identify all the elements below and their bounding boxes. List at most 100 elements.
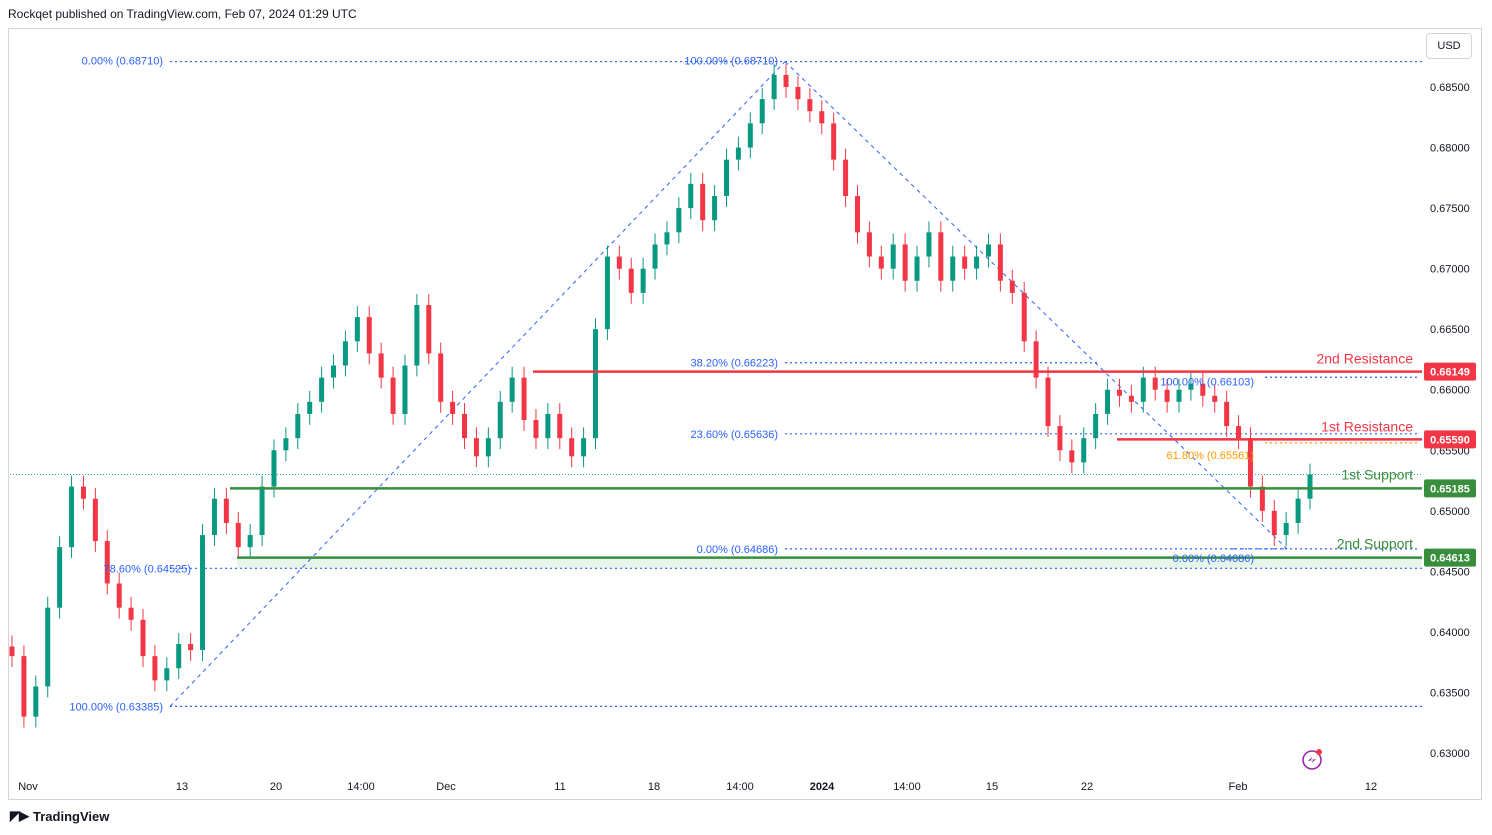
fib-level-label: 100.00% (0.63385) bbox=[69, 701, 163, 713]
candle-body bbox=[378, 353, 384, 378]
candle-body bbox=[438, 353, 444, 402]
candle-body bbox=[1105, 389, 1111, 414]
x-tick-label: 15 bbox=[986, 781, 998, 793]
x-tick-label: 14:00 bbox=[893, 781, 921, 793]
candle-body bbox=[342, 341, 348, 366]
candle-body bbox=[45, 607, 51, 687]
x-tick-label: Feb bbox=[1229, 781, 1248, 793]
candle-body bbox=[1188, 383, 1194, 390]
y-tick-label: 0.67500 bbox=[1430, 203, 1470, 215]
candle-body bbox=[414, 304, 420, 366]
fib-level-label: 0.00% (0.64686) bbox=[1173, 553, 1254, 565]
x-tick-label: Dec bbox=[436, 781, 456, 793]
x-tick-label: 22 bbox=[1081, 781, 1093, 793]
candle-body bbox=[211, 498, 217, 536]
candle-body bbox=[473, 438, 479, 457]
candle-body bbox=[521, 377, 527, 420]
tradingview-logo[interactable]: ◤▶ TradingView bbox=[10, 808, 109, 824]
x-tick-label: 20 bbox=[270, 781, 282, 793]
candle-body bbox=[80, 486, 86, 499]
candle-body bbox=[1081, 438, 1087, 463]
fib-level-label: 78.60% (0.64525) bbox=[104, 563, 191, 575]
candle-body bbox=[9, 646, 15, 657]
candle-body bbox=[176, 644, 182, 669]
x-tick-label: 18 bbox=[648, 781, 660, 793]
level-price-label: 0.65590 bbox=[1430, 434, 1470, 446]
candle-body bbox=[1045, 377, 1051, 427]
candle-body bbox=[604, 256, 610, 330]
candle-body bbox=[1116, 389, 1122, 396]
candle-body bbox=[140, 619, 146, 657]
candle-body bbox=[533, 420, 539, 439]
candle-body bbox=[223, 498, 229, 523]
candle-body bbox=[1236, 426, 1242, 439]
candle-body bbox=[723, 159, 729, 196]
candle-body bbox=[1307, 474, 1313, 499]
candle-body bbox=[188, 644, 194, 651]
fib-level-label: 0.00% (0.68710) bbox=[82, 56, 163, 68]
tradingview-mark-icon: ◤▶ bbox=[10, 808, 29, 823]
level-name-label: 1st Resistance bbox=[1321, 418, 1413, 434]
fib-level-label: 100.00% (0.68710) bbox=[684, 56, 778, 68]
candle-body bbox=[69, 486, 75, 548]
candle-body bbox=[759, 99, 765, 124]
candle-body bbox=[926, 232, 932, 257]
candle-body bbox=[616, 256, 622, 269]
candle-body bbox=[819, 111, 825, 124]
candle-body bbox=[962, 256, 968, 269]
candle-body bbox=[92, 498, 98, 542]
candle-body bbox=[1283, 522, 1289, 536]
level-price-label: 0.64613 bbox=[1430, 553, 1470, 565]
candle-body bbox=[557, 413, 563, 439]
level-price-label: 0.66149 bbox=[1430, 367, 1470, 379]
candle-body bbox=[866, 232, 872, 257]
candle-body bbox=[1224, 401, 1230, 427]
plugin-icon[interactable] bbox=[1299, 747, 1325, 773]
candle-body bbox=[354, 317, 360, 342]
candle-body bbox=[33, 686, 39, 717]
candle-body bbox=[259, 486, 265, 536]
candle-body bbox=[1021, 292, 1027, 342]
candle-body bbox=[985, 244, 991, 257]
candle-body bbox=[747, 123, 753, 148]
y-tick-label: 0.63000 bbox=[1430, 748, 1470, 760]
candle-body bbox=[854, 195, 860, 233]
level-name-label: 2nd Support bbox=[1337, 536, 1413, 552]
candle-body bbox=[581, 438, 587, 457]
candle-body bbox=[319, 377, 325, 402]
candle-body bbox=[807, 99, 813, 112]
candle-body bbox=[902, 244, 908, 281]
x-tick-label: 12 bbox=[1365, 781, 1377, 793]
y-tick-label: 0.68000 bbox=[1430, 143, 1470, 155]
candle-body bbox=[712, 195, 718, 221]
candle-body bbox=[688, 183, 694, 209]
candle-body bbox=[628, 268, 634, 293]
fib-trend-line bbox=[169, 61, 786, 707]
candle-body bbox=[1009, 280, 1015, 293]
brand-name: TradingView bbox=[33, 808, 110, 824]
level-price-tag bbox=[1424, 479, 1476, 498]
x-tick-label: 14:00 bbox=[347, 781, 375, 793]
candle-body bbox=[426, 304, 432, 354]
currency-selector[interactable]: USD bbox=[1426, 33, 1472, 59]
level-price-tag bbox=[1424, 430, 1476, 449]
candle-body bbox=[593, 329, 599, 439]
candle-body bbox=[21, 656, 27, 717]
y-tick-label: 0.68500 bbox=[1430, 82, 1470, 94]
y-tick-label: 0.63500 bbox=[1430, 687, 1470, 699]
candle-body bbox=[485, 438, 491, 457]
candle-body bbox=[795, 87, 801, 100]
candle-body bbox=[283, 438, 289, 451]
candle-body bbox=[295, 413, 301, 439]
candle-body bbox=[1271, 510, 1277, 536]
candle-body bbox=[997, 244, 1003, 281]
candle-body bbox=[890, 244, 896, 269]
candle-body bbox=[950, 256, 956, 281]
y-tick-label: 0.66000 bbox=[1430, 385, 1470, 397]
candle-body bbox=[497, 401, 503, 439]
fib-trend-line bbox=[784, 61, 1288, 550]
candle-body bbox=[771, 74, 777, 100]
x-tick-label: 2024 bbox=[810, 781, 835, 793]
candle-body bbox=[152, 656, 158, 681]
